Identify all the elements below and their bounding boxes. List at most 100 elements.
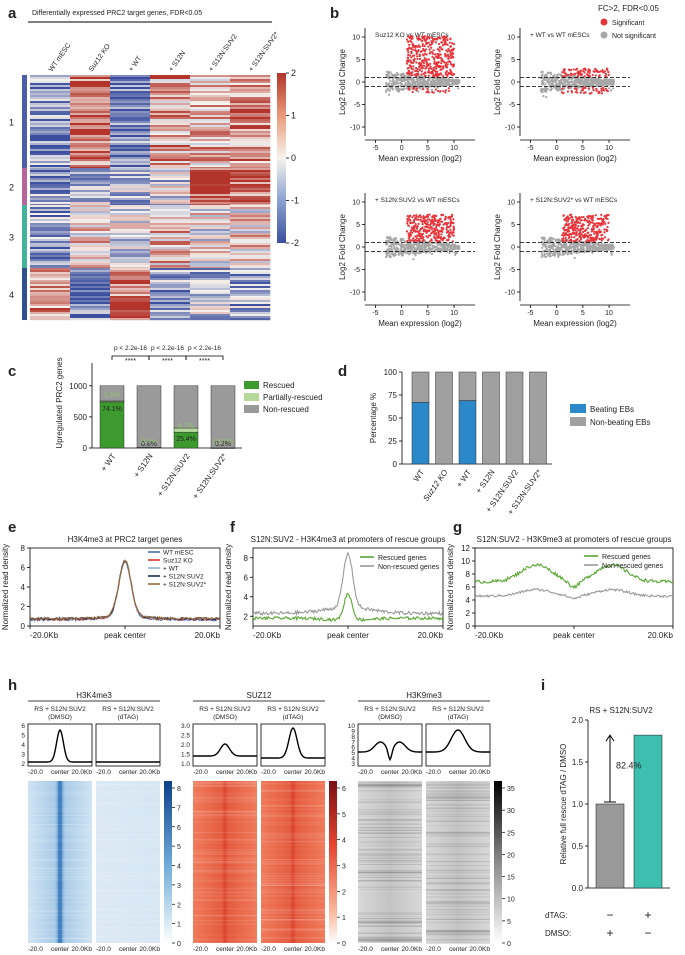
point-significant xyxy=(563,225,566,229)
x-tick-label: -5 xyxy=(372,310,378,317)
point-not-significant xyxy=(414,248,417,251)
heatmap-cell xyxy=(150,217,191,220)
heatmap-streak xyxy=(96,889,160,890)
point-not-significant xyxy=(572,249,575,252)
heatmap-cell xyxy=(150,192,191,195)
heatmap-cell xyxy=(70,249,111,252)
legend-significant-label: Significant xyxy=(612,20,644,27)
point-not-significant xyxy=(389,80,392,83)
heatmap-x-tick: -20.0 xyxy=(426,946,441,953)
heatmap-streak xyxy=(426,799,490,801)
point-significant xyxy=(562,239,565,242)
point-not-significant xyxy=(587,78,590,81)
point-not-significant xyxy=(406,81,410,84)
point-not-significant xyxy=(553,85,557,88)
heatmap-cell xyxy=(70,304,111,307)
x-category-label: + WT xyxy=(455,468,474,489)
y-axis-label: Log2 Fold Change xyxy=(493,49,502,115)
point-significant xyxy=(444,222,448,225)
point-significant xyxy=(449,45,452,48)
point-not-significant xyxy=(563,244,567,248)
heatmap-streak xyxy=(358,921,422,923)
non-beating-bar xyxy=(529,371,547,465)
heatmap-cell xyxy=(190,265,231,268)
point-not-significant xyxy=(387,239,391,242)
legend-swatch xyxy=(244,381,259,389)
point-significant xyxy=(438,223,441,226)
point-not-significant xyxy=(390,252,394,255)
heatmap-cell xyxy=(70,294,111,297)
y-tick-label: 500 xyxy=(74,413,88,422)
p-value-label: p < 2.2e-16 xyxy=(188,345,221,352)
profile-y-tick: 5 xyxy=(21,733,25,740)
heatmap-cell xyxy=(30,284,71,287)
heatmap-cell xyxy=(70,103,111,106)
point-not-significant xyxy=(546,79,549,82)
heatmap-cell xyxy=(150,121,191,124)
heatmap-cell xyxy=(230,165,271,168)
heatmap-cell xyxy=(110,306,151,309)
heatmap-streak xyxy=(193,842,257,844)
percent-annotation: 82.4% xyxy=(616,761,642,771)
point-significant xyxy=(574,215,577,219)
heatmap-cell xyxy=(70,105,111,108)
heatmap-streak xyxy=(358,939,422,941)
point-significant xyxy=(427,223,430,226)
point-significant xyxy=(603,70,607,73)
heatmap-cell xyxy=(110,145,151,148)
point-significant xyxy=(452,43,456,46)
y-tick-label: 8 xyxy=(466,570,471,579)
heatmap-cell xyxy=(70,257,111,260)
heatmap-cell xyxy=(190,304,231,307)
heatmap-cell xyxy=(70,308,111,311)
point-significant xyxy=(425,53,428,56)
heatmap-cell xyxy=(190,129,231,132)
heatmap-streak xyxy=(426,930,490,932)
point-not-significant xyxy=(543,255,546,258)
colorbar xyxy=(164,781,172,943)
point-significant xyxy=(448,41,452,44)
point-significant xyxy=(426,64,429,67)
heatmap-cell xyxy=(150,109,191,112)
heatmap-streak xyxy=(426,843,490,845)
point-not-significant xyxy=(577,86,580,89)
point-significant xyxy=(430,42,434,45)
heatmap-streak xyxy=(426,835,490,837)
heatmap-cell xyxy=(150,286,191,289)
heatmap-streak xyxy=(261,895,325,897)
heatmap-streak xyxy=(261,889,325,891)
point-significant xyxy=(424,72,427,75)
point-not-significant xyxy=(558,87,561,90)
panel-label-e: e xyxy=(8,519,16,536)
point-not-significant xyxy=(576,247,580,250)
heatmap-cell xyxy=(150,87,191,90)
heatmap-streak xyxy=(261,911,325,913)
point-significant xyxy=(592,89,595,92)
heatmap-streak xyxy=(426,901,490,903)
point-significant xyxy=(409,59,412,62)
point-significant xyxy=(427,58,431,61)
point-significant xyxy=(439,65,442,69)
heatmap-streak xyxy=(261,815,325,817)
heatmap-cell xyxy=(110,163,151,166)
heatmap-cell xyxy=(30,253,71,256)
heatmap-center-signal xyxy=(58,781,62,943)
heatmap-streak xyxy=(358,880,422,882)
point-significant xyxy=(423,52,427,56)
heatmap-cell xyxy=(110,202,151,205)
point-not-significant xyxy=(602,81,605,84)
heatmap-cell xyxy=(70,286,111,289)
heatmap-streak xyxy=(261,790,325,792)
heatmap-cell xyxy=(190,194,231,197)
point-significant xyxy=(417,215,420,219)
point-significant xyxy=(427,45,430,48)
heatmap-streak xyxy=(426,821,490,823)
point-not-significant xyxy=(395,242,399,245)
heatmap-streak xyxy=(426,861,490,863)
non-beating-bar xyxy=(458,371,477,401)
point-significant xyxy=(407,232,410,235)
point-significant xyxy=(591,86,595,89)
y-tick-label: 6 xyxy=(244,573,249,582)
point-not-significant xyxy=(543,74,546,77)
heatmap-cell xyxy=(70,292,111,295)
